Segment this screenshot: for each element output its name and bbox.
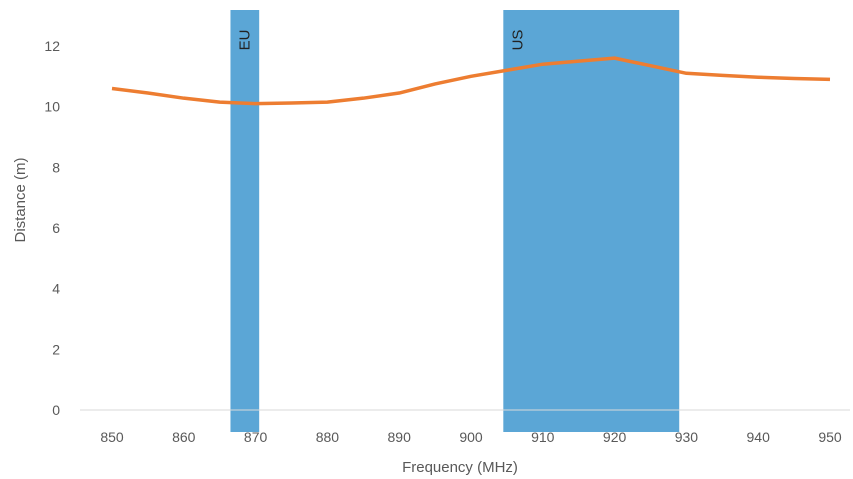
band-eu [230, 10, 260, 432]
band-us [503, 10, 680, 432]
x-tick-label: 910 [531, 429, 555, 445]
x-tick-label: 880 [316, 429, 340, 445]
y-tick-label: 8 [52, 159, 60, 175]
y-tick-label: 6 [52, 220, 60, 236]
series-line-0 [111, 56, 831, 106]
x-tick-label: 950 [818, 429, 842, 445]
y-axis-ticks: 0 2 4 6 8 10 12 [44, 38, 60, 418]
band-label-eu: EU [236, 30, 253, 51]
band-labels: EU US [236, 30, 526, 51]
y-tick-label: 2 [52, 341, 60, 357]
y-axis-title: Distance (m) [12, 157, 29, 242]
y-tick-label: 0 [52, 402, 60, 418]
x-tick-label: 900 [459, 429, 483, 445]
x-tick-label: 860 [172, 429, 196, 445]
x-tick-label: 940 [747, 429, 771, 445]
x-axis-ticks: 850 860 870 880 890 900 910 920 930 940 950 [100, 429, 842, 445]
series-lines [111, 56, 831, 106]
y-tick-label: 10 [44, 99, 60, 115]
y-tick-label: 4 [52, 281, 60, 297]
x-tick-label: 850 [100, 429, 124, 445]
x-axis-title: Frequency (MHz) [402, 459, 518, 476]
x-tick-label: 920 [603, 429, 627, 445]
x-tick-label: 870 [244, 429, 268, 445]
x-tick-label: 930 [675, 429, 699, 445]
y-tick-label: 12 [44, 38, 60, 54]
x-tick-label: 890 [388, 429, 412, 445]
band-label-us: US [509, 30, 526, 51]
frequency-bands [230, 10, 680, 432]
